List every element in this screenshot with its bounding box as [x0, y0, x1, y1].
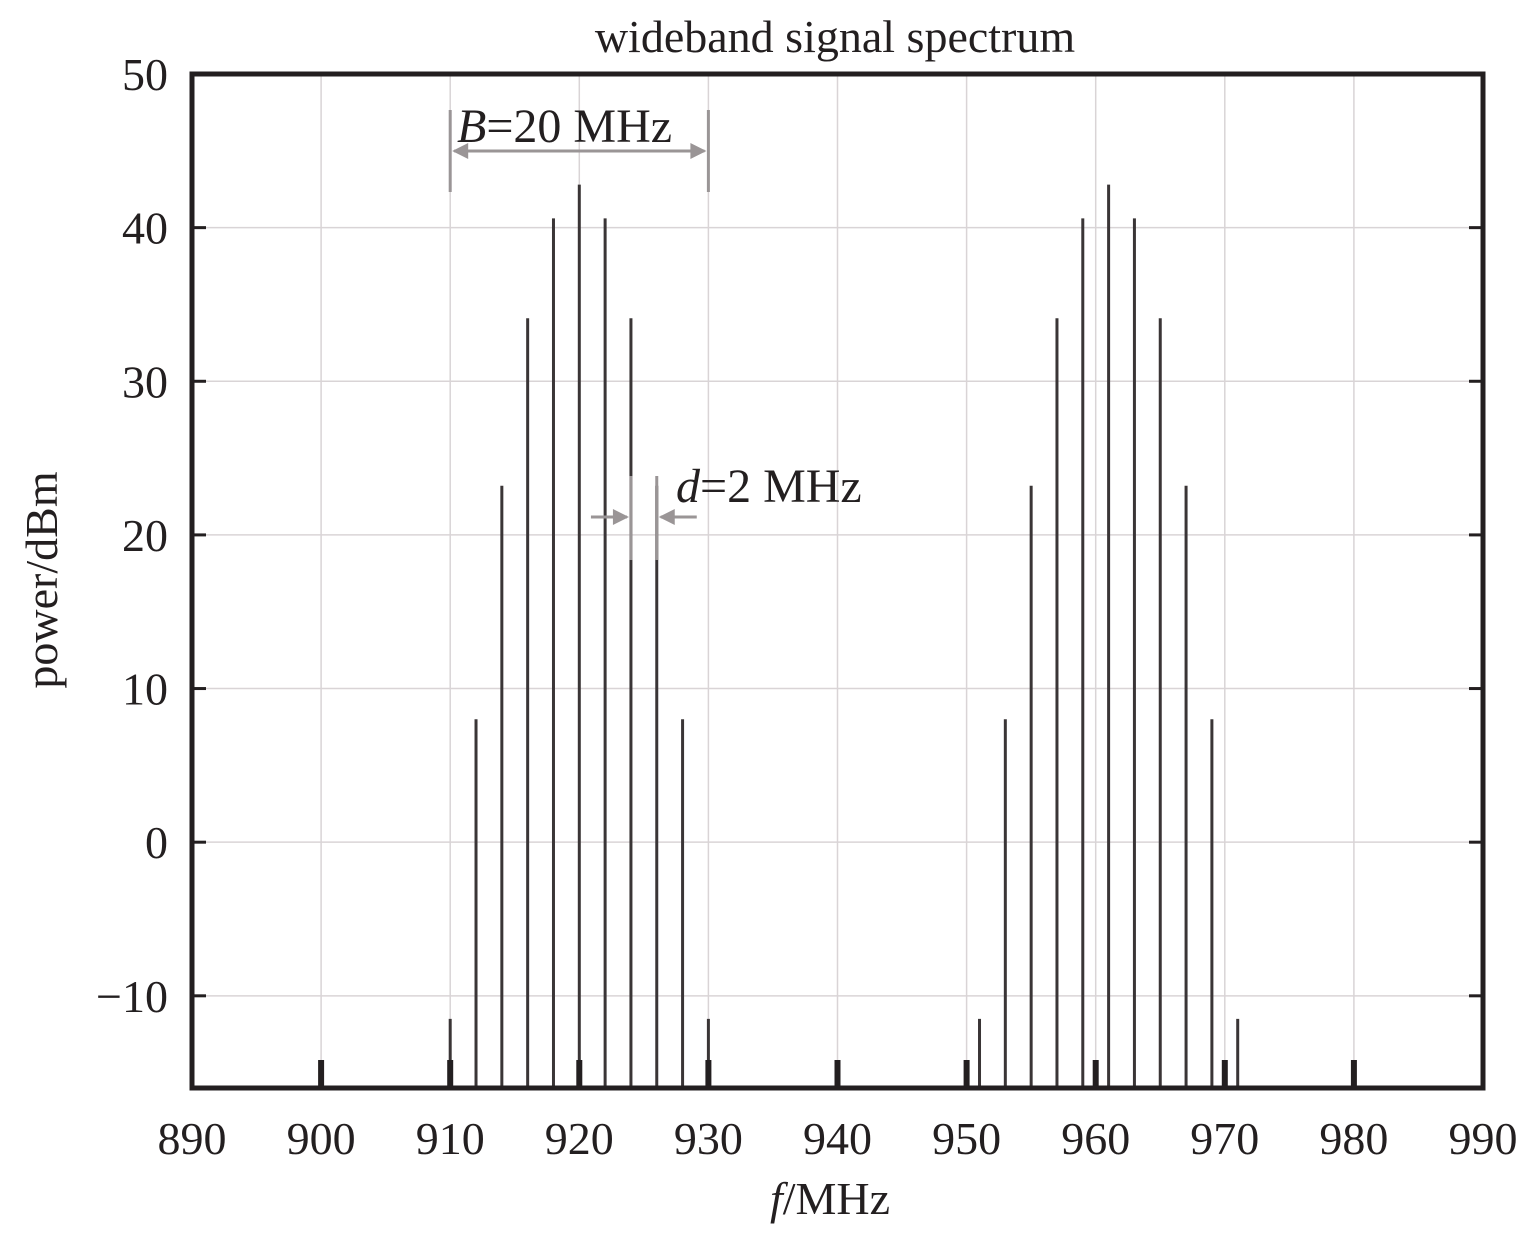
y-tick-label: 10 [122, 664, 168, 715]
y-axis-label: power/dBm [16, 471, 67, 688]
bandwidth-label-value: =20 MHz [486, 100, 672, 153]
bandwidth-label-var: B [457, 100, 486, 153]
tick-layer [192, 226, 1483, 1088]
spacing-label-value: =2 MHz [700, 460, 862, 513]
y-tick-label: 20 [122, 510, 168, 561]
y-tick-label: −10 [96, 971, 168, 1022]
stem-layer [448, 184, 1240, 1088]
x-tick-label: 900 [287, 1113, 356, 1164]
y-tick-label: 40 [122, 203, 168, 254]
y-tick-label: 30 [122, 356, 168, 407]
chart-title: wideband signal spectrum [595, 11, 1076, 62]
y-tick-label: 50 [122, 49, 168, 100]
spacing-label-var: d [676, 460, 701, 513]
bandwidth-label: B=20 MHz [457, 100, 672, 153]
x-axis-label-unit: /MHz [783, 1173, 890, 1224]
x-tick-label: 890 [158, 1113, 227, 1164]
annotation-arrowhead [452, 143, 469, 159]
annotation-arrowhead [658, 509, 675, 525]
x-tick-label: 930 [674, 1113, 743, 1164]
annotation-arrowhead [612, 509, 629, 525]
x-axis-label: f/MHz [770, 1173, 890, 1224]
tick-label-layer: 890 900 910 920 930 940 950 960 970 980 990 −10 0 10 2… [96, 49, 1517, 1164]
x-tick-label: 950 [932, 1113, 1001, 1164]
annotation-layer: B=20 MHz d=2 MHz [448, 100, 862, 560]
y-tick-label: 0 [145, 817, 168, 868]
x-tick-label: 960 [1061, 1113, 1130, 1164]
annotation-arrowhead [690, 143, 707, 159]
x-tick-label: 940 [803, 1113, 872, 1164]
spacing-label: d=2 MHz [676, 460, 862, 513]
grid-layer [192, 74, 1483, 1088]
x-tick-label: 910 [416, 1113, 485, 1164]
x-tick-label: 970 [1190, 1113, 1259, 1164]
x-tick-label: 990 [1449, 1113, 1518, 1164]
x-tick-label: 980 [1319, 1113, 1388, 1164]
x-tick-label: 920 [545, 1113, 614, 1164]
